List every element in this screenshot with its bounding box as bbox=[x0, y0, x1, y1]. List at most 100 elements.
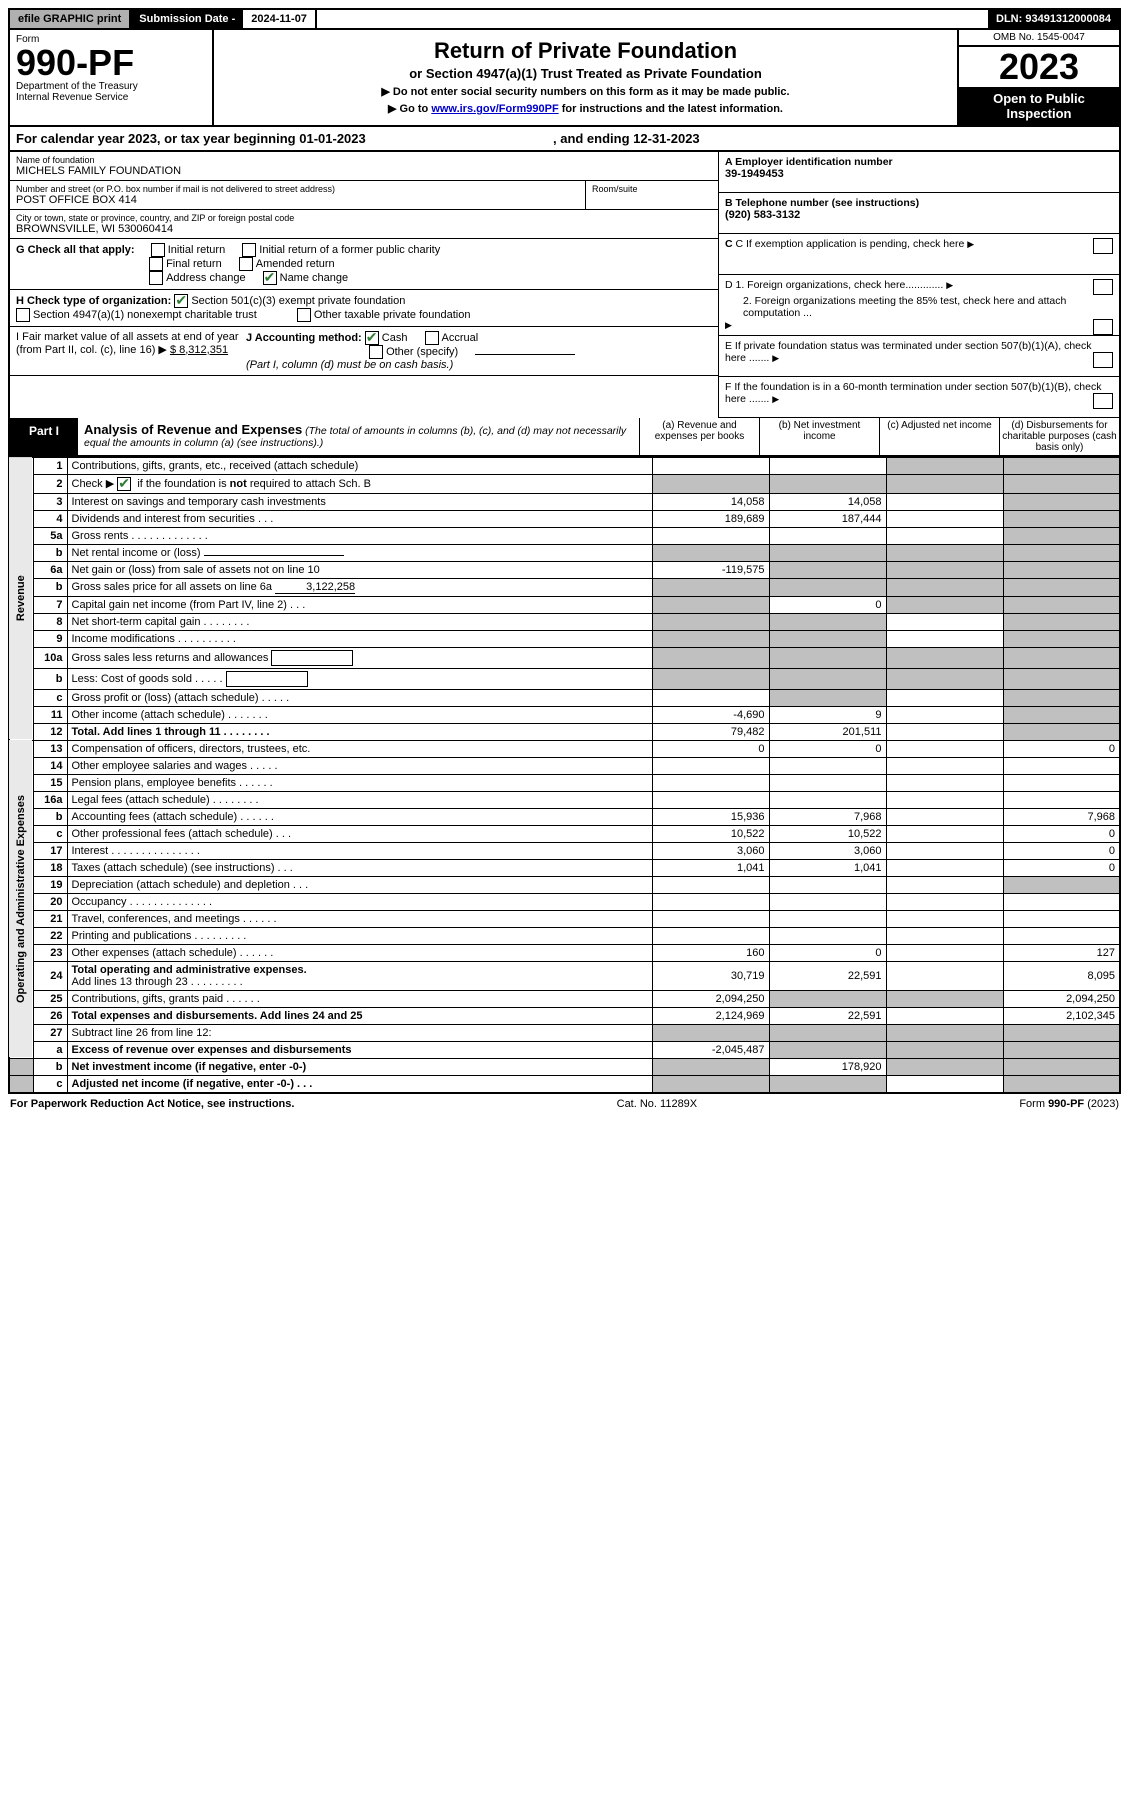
g-initial-return[interactable]: Initial return bbox=[151, 243, 225, 257]
phone-value: (920) 583-3132 bbox=[725, 209, 800, 221]
col-b-header: (b) Net investment income bbox=[759, 418, 879, 455]
ein-value: 39-1949453 bbox=[725, 168, 784, 180]
table-row: aExcess of revenue over expenses and dis… bbox=[9, 1041, 1120, 1058]
h-other-taxable[interactable]: Other taxable private foundation bbox=[297, 308, 471, 322]
calendar-year-line: For calendar year 2023, or tax year begi… bbox=[8, 127, 1121, 152]
form990pf-link[interactable]: www.irs.gov/Form990PF bbox=[431, 103, 558, 115]
table-row: 20Occupancy . . . . . . . . . . . . . . bbox=[9, 893, 1120, 910]
top-bar: efile GRAPHIC print Submission Date - 20… bbox=[8, 8, 1121, 30]
form-header: Form 990-PF Department of the Treasury I… bbox=[8, 30, 1121, 127]
footer-form: Form 990-PF (2023) bbox=[1019, 1098, 1119, 1110]
efile-print-button[interactable]: efile GRAPHIC print bbox=[10, 10, 131, 28]
table-row: 15Pension plans, employee benefits . . .… bbox=[9, 774, 1120, 791]
dept-label: Department of the Treasury bbox=[16, 81, 206, 92]
table-row: 8Net short-term capital gain . . . . . .… bbox=[9, 613, 1120, 630]
table-row: cGross profit or (loss) (attach schedule… bbox=[9, 689, 1120, 706]
j-note: (Part I, column (d) must be on cash basi… bbox=[246, 359, 453, 371]
table-row: 19Depreciation (attach schedule) and dep… bbox=[9, 876, 1120, 893]
form-subtitle: or Section 4947(a)(1) Trust Treated as P… bbox=[220, 66, 951, 81]
table-row: bLess: Cost of goods sold . . . . . bbox=[9, 668, 1120, 689]
table-row: 23Other expenses (attach schedule) . . .… bbox=[9, 944, 1120, 961]
entity-info: Name of foundation MICHELS FAMILY FOUNDA… bbox=[8, 152, 1121, 418]
table-row: 10aGross sales less returns and allowanc… bbox=[9, 647, 1120, 668]
section-j: J Accounting method: Cash Accrual Other … bbox=[246, 331, 712, 371]
form-title: Return of Private Foundation bbox=[220, 38, 951, 64]
col-d-header: (d) Disbursements for charitable purpose… bbox=[999, 418, 1119, 455]
table-row: 21Travel, conferences, and meetings . . … bbox=[9, 910, 1120, 927]
instruction-2: ▶ Go to www.irs.gov/Form990PF for instru… bbox=[220, 102, 951, 115]
fmv-value: $ 8,312,351 bbox=[170, 344, 228, 356]
h-4947[interactable]: Section 4947(a)(1) nonexempt charitable … bbox=[16, 308, 257, 322]
table-row: 12Total. Add lines 1 through 11 . . . . … bbox=[9, 723, 1120, 740]
omb-number: OMB No. 1545-0047 bbox=[959, 30, 1119, 47]
table-row: 11Other income (attach schedule) . . . .… bbox=[9, 706, 1120, 723]
h-501c3[interactable]: Section 501(c)(3) exempt private foundat… bbox=[174, 294, 405, 308]
submission-date-value: 2024-11-07 bbox=[243, 10, 317, 28]
table-row: 25Contributions, gifts, grants paid . . … bbox=[9, 990, 1120, 1007]
city-label: City or town, state or province, country… bbox=[16, 213, 712, 223]
footer-left: For Paperwork Reduction Act Notice, see … bbox=[10, 1098, 294, 1110]
table-row: Revenue 1Contributions, gifts, grants, e… bbox=[9, 457, 1120, 474]
table-row: cOther professional fees (attach schedul… bbox=[9, 825, 1120, 842]
part1-label: Part I bbox=[10, 418, 78, 455]
ein-label: A Employer identification number bbox=[725, 156, 893, 168]
g-name-change[interactable]: Name change bbox=[263, 271, 349, 285]
revenue-side-label: Revenue bbox=[9, 457, 33, 740]
part1-table: Revenue 1Contributions, gifts, grants, e… bbox=[8, 457, 1121, 1094]
section-d: D 1. Foreign organizations, check here..… bbox=[719, 275, 1119, 336]
room-label: Room/suite bbox=[592, 184, 712, 194]
section-i: I Fair market value of all assets at end… bbox=[16, 331, 246, 371]
table-row: bNet investment income (if negative, ent… bbox=[9, 1058, 1120, 1075]
g-amended-return[interactable]: Amended return bbox=[239, 257, 335, 271]
table-row: 14Other employee salaries and wages . . … bbox=[9, 757, 1120, 774]
footer-cat: Cat. No. 11289X bbox=[617, 1098, 698, 1110]
table-row: 17Interest . . . . . . . . . . . . . . .… bbox=[9, 842, 1120, 859]
instruction-1: ▶ Do not enter social security numbers o… bbox=[220, 85, 951, 98]
form-number: 990-PF bbox=[16, 45, 206, 81]
submission-date-label: Submission Date - bbox=[131, 10, 243, 28]
col-c-header: (c) Adjusted net income bbox=[879, 418, 999, 455]
table-row: 6aNet gain or (loss) from sale of assets… bbox=[9, 561, 1120, 578]
table-row: 4Dividends and interest from securities … bbox=[9, 510, 1120, 527]
section-e: E If private foundation status was termi… bbox=[719, 336, 1119, 377]
tax-year: 2023 bbox=[959, 47, 1119, 87]
table-row: 5aGross rents . . . . . . . . . . . . . bbox=[9, 527, 1120, 544]
irs-label: Internal Revenue Service bbox=[16, 92, 206, 103]
address-label: Number and street (or P.O. box number if… bbox=[16, 184, 579, 194]
table-row: bNet rental income or (loss) bbox=[9, 544, 1120, 561]
table-row: 7Capital gain net income (from Part IV, … bbox=[9, 596, 1120, 613]
table-row: 24Total operating and administrative exp… bbox=[9, 961, 1120, 990]
j-accrual[interactable]: Accrual bbox=[425, 331, 479, 345]
j-other[interactable]: Other (specify) bbox=[369, 345, 458, 359]
table-row: 9Income modifications . . . . . . . . . … bbox=[9, 630, 1120, 647]
table-row: 2Check ▶ if the foundation is not requir… bbox=[9, 474, 1120, 493]
section-h: H Check type of organization: Section 50… bbox=[10, 290, 718, 327]
table-row: bGross sales price for all assets on lin… bbox=[9, 578, 1120, 596]
dln-value: DLN: 93491312000084 bbox=[988, 10, 1119, 28]
table-row: 22Printing and publications . . . . . . … bbox=[9, 927, 1120, 944]
open-to-public: Open to Public Inspection bbox=[959, 87, 1119, 125]
part1-header: Part I Analysis of Revenue and Expenses … bbox=[8, 418, 1121, 457]
city-value: BROWNSVILLE, WI 530060414 bbox=[16, 223, 712, 235]
table-row: cAdjusted net income (if negative, enter… bbox=[9, 1075, 1120, 1093]
table-row: 3Interest on savings and temporary cash … bbox=[9, 493, 1120, 510]
table-row: bAccounting fees (attach schedule) . . .… bbox=[9, 808, 1120, 825]
col-a-header: (a) Revenue and expenses per books bbox=[639, 418, 759, 455]
part1-title: Analysis of Revenue and Expenses bbox=[84, 422, 302, 437]
table-row: 26Total expenses and disbursements. Add … bbox=[9, 1007, 1120, 1024]
g-final-return[interactable]: Final return bbox=[149, 257, 222, 271]
expenses-side-label: Operating and Administrative Expenses bbox=[9, 740, 33, 1058]
section-f: F If the foundation is in a 60-month ter… bbox=[719, 377, 1119, 418]
j-cash[interactable]: Cash bbox=[365, 331, 408, 345]
g-address-change[interactable]: Address change bbox=[149, 271, 246, 285]
address-value: POST OFFICE BOX 414 bbox=[16, 194, 579, 206]
table-row: 16aLegal fees (attach schedule) . . . . … bbox=[9, 791, 1120, 808]
table-row: 27Subtract line 26 from line 12: bbox=[9, 1024, 1120, 1041]
foundation-name: MICHELS FAMILY FOUNDATION bbox=[16, 165, 712, 177]
page-footer: For Paperwork Reduction Act Notice, see … bbox=[8, 1094, 1121, 1114]
table-row: 18Taxes (attach schedule) (see instructi… bbox=[9, 859, 1120, 876]
section-c: C C If exemption application is pending,… bbox=[719, 234, 1119, 275]
section-g: G Check all that apply: Initial return I… bbox=[10, 239, 718, 290]
g-initial-former[interactable]: Initial return of a former public charit… bbox=[242, 243, 440, 257]
table-row: Operating and Administrative Expenses 13… bbox=[9, 740, 1120, 757]
